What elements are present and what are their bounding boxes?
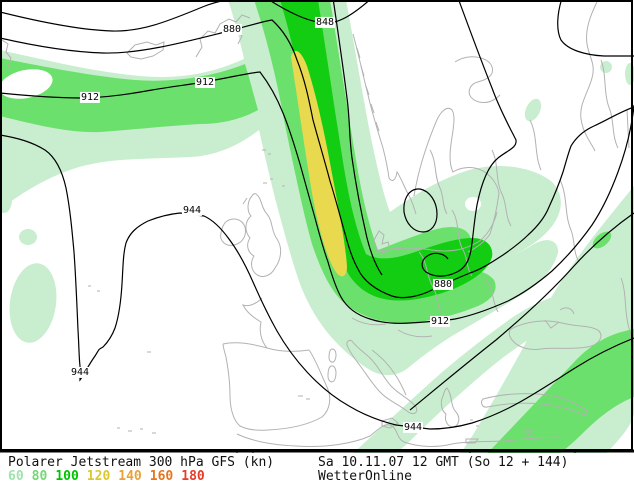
map-title: Polarer Jetstream 300 hPa GFS (kn) <box>8 455 275 470</box>
contour-label: 944 <box>181 204 203 216</box>
contour-label: 912 <box>429 315 451 327</box>
contour-label: 848 <box>314 16 336 28</box>
contour-label: 912 <box>194 76 216 88</box>
timestamp: Sa 10.11.07 12 GMT (So 12 + 144) <box>318 455 569 470</box>
wind-speed-legend: 60 80 100 120 140 160 180 <box>8 469 213 484</box>
credit: WetterOnline <box>318 469 412 484</box>
legend-value-180: 180 <box>181 469 205 484</box>
legend-value-120: 120 <box>86 469 111 484</box>
contour-label: 880 <box>432 278 454 290</box>
map-area: 848 880 912 912 944 944 880 912 944 <box>0 0 634 456</box>
contour-880 <box>0 19 634 299</box>
legend-value-140: 140 <box>118 469 142 484</box>
contour-jet-inner <box>332 0 383 276</box>
contour-848-nw <box>0 0 229 32</box>
footer-bar: Polarer Jetstream 300 hPa GFS (kn) 60 80 1… <box>0 453 634 490</box>
coastlines <box>1 1 634 447</box>
contour-848-east <box>421 0 517 277</box>
legend-value-160: 160 <box>149 469 174 484</box>
contour-label: 944 <box>69 366 91 378</box>
contour-944 <box>0 134 634 430</box>
contour-closed-low <box>403 188 438 233</box>
contour-label: 944 <box>402 421 424 433</box>
wind-area-120 <box>291 50 347 277</box>
contour-label: 880 <box>221 23 243 35</box>
contour-ne-hook <box>557 0 634 57</box>
legend-value-60: 60 <box>8 469 24 484</box>
contour-label: 912 <box>79 91 101 103</box>
jetstream-map <box>0 0 634 456</box>
legend-value-80: 80 <box>31 469 48 484</box>
contour-se-diagonal <box>409 212 634 411</box>
legend-value-100: 100 <box>55 469 79 484</box>
